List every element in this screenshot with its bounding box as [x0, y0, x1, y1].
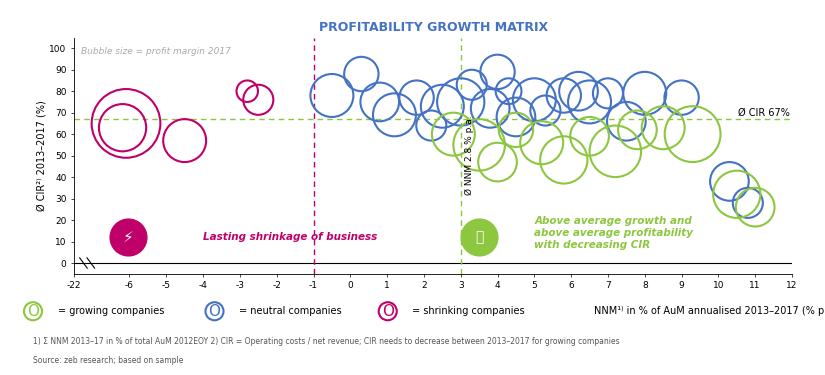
Text: ⚡: ⚡: [122, 230, 133, 245]
Text: Lasting shrinkage of business: Lasting shrinkage of business: [203, 232, 377, 242]
Text: Above average growth and
above average profitability
with decreasing CIR: Above average growth and above average p…: [535, 216, 693, 249]
Text: Source: zeb research; based on sample: Source: zeb research; based on sample: [33, 356, 183, 365]
Text: Ø NNM 2.8 % p.a.: Ø NNM 2.8 % p.a.: [464, 116, 474, 195]
Title: PROFITABILITY GROWTH MATRIX: PROFITABILITY GROWTH MATRIX: [318, 21, 548, 33]
Point: [121, 234, 134, 240]
Text: Bubble size = profit margin 2017: Bubble size = profit margin 2017: [82, 47, 231, 56]
Text: O: O: [382, 304, 394, 319]
Point: [473, 234, 486, 240]
Text: O: O: [27, 304, 39, 319]
Y-axis label: Ø CIR²⁾ 2013–2017 (%): Ø CIR²⁾ 2013–2017 (%): [36, 100, 46, 211]
Text: = growing companies: = growing companies: [58, 306, 164, 316]
Text: 👍: 👍: [475, 230, 483, 244]
Text: 1) Σ NNM 2013–17 in % of total AuM 2012EOY 2) CIR = Operating costs / net revenu: 1) Σ NNM 2013–17 in % of total AuM 2012E…: [33, 338, 620, 346]
Text: O: O: [209, 304, 220, 319]
Text: Ø CIR 67%: Ø CIR 67%: [738, 108, 790, 118]
Text: NNM¹⁾ in % of AuM annualised 2013–2017 (% p.a.): NNM¹⁾ in % of AuM annualised 2013–2017 (…: [594, 306, 825, 316]
Text: = shrinking companies: = shrinking companies: [412, 306, 526, 316]
Text: = neutral companies: = neutral companies: [239, 306, 342, 316]
